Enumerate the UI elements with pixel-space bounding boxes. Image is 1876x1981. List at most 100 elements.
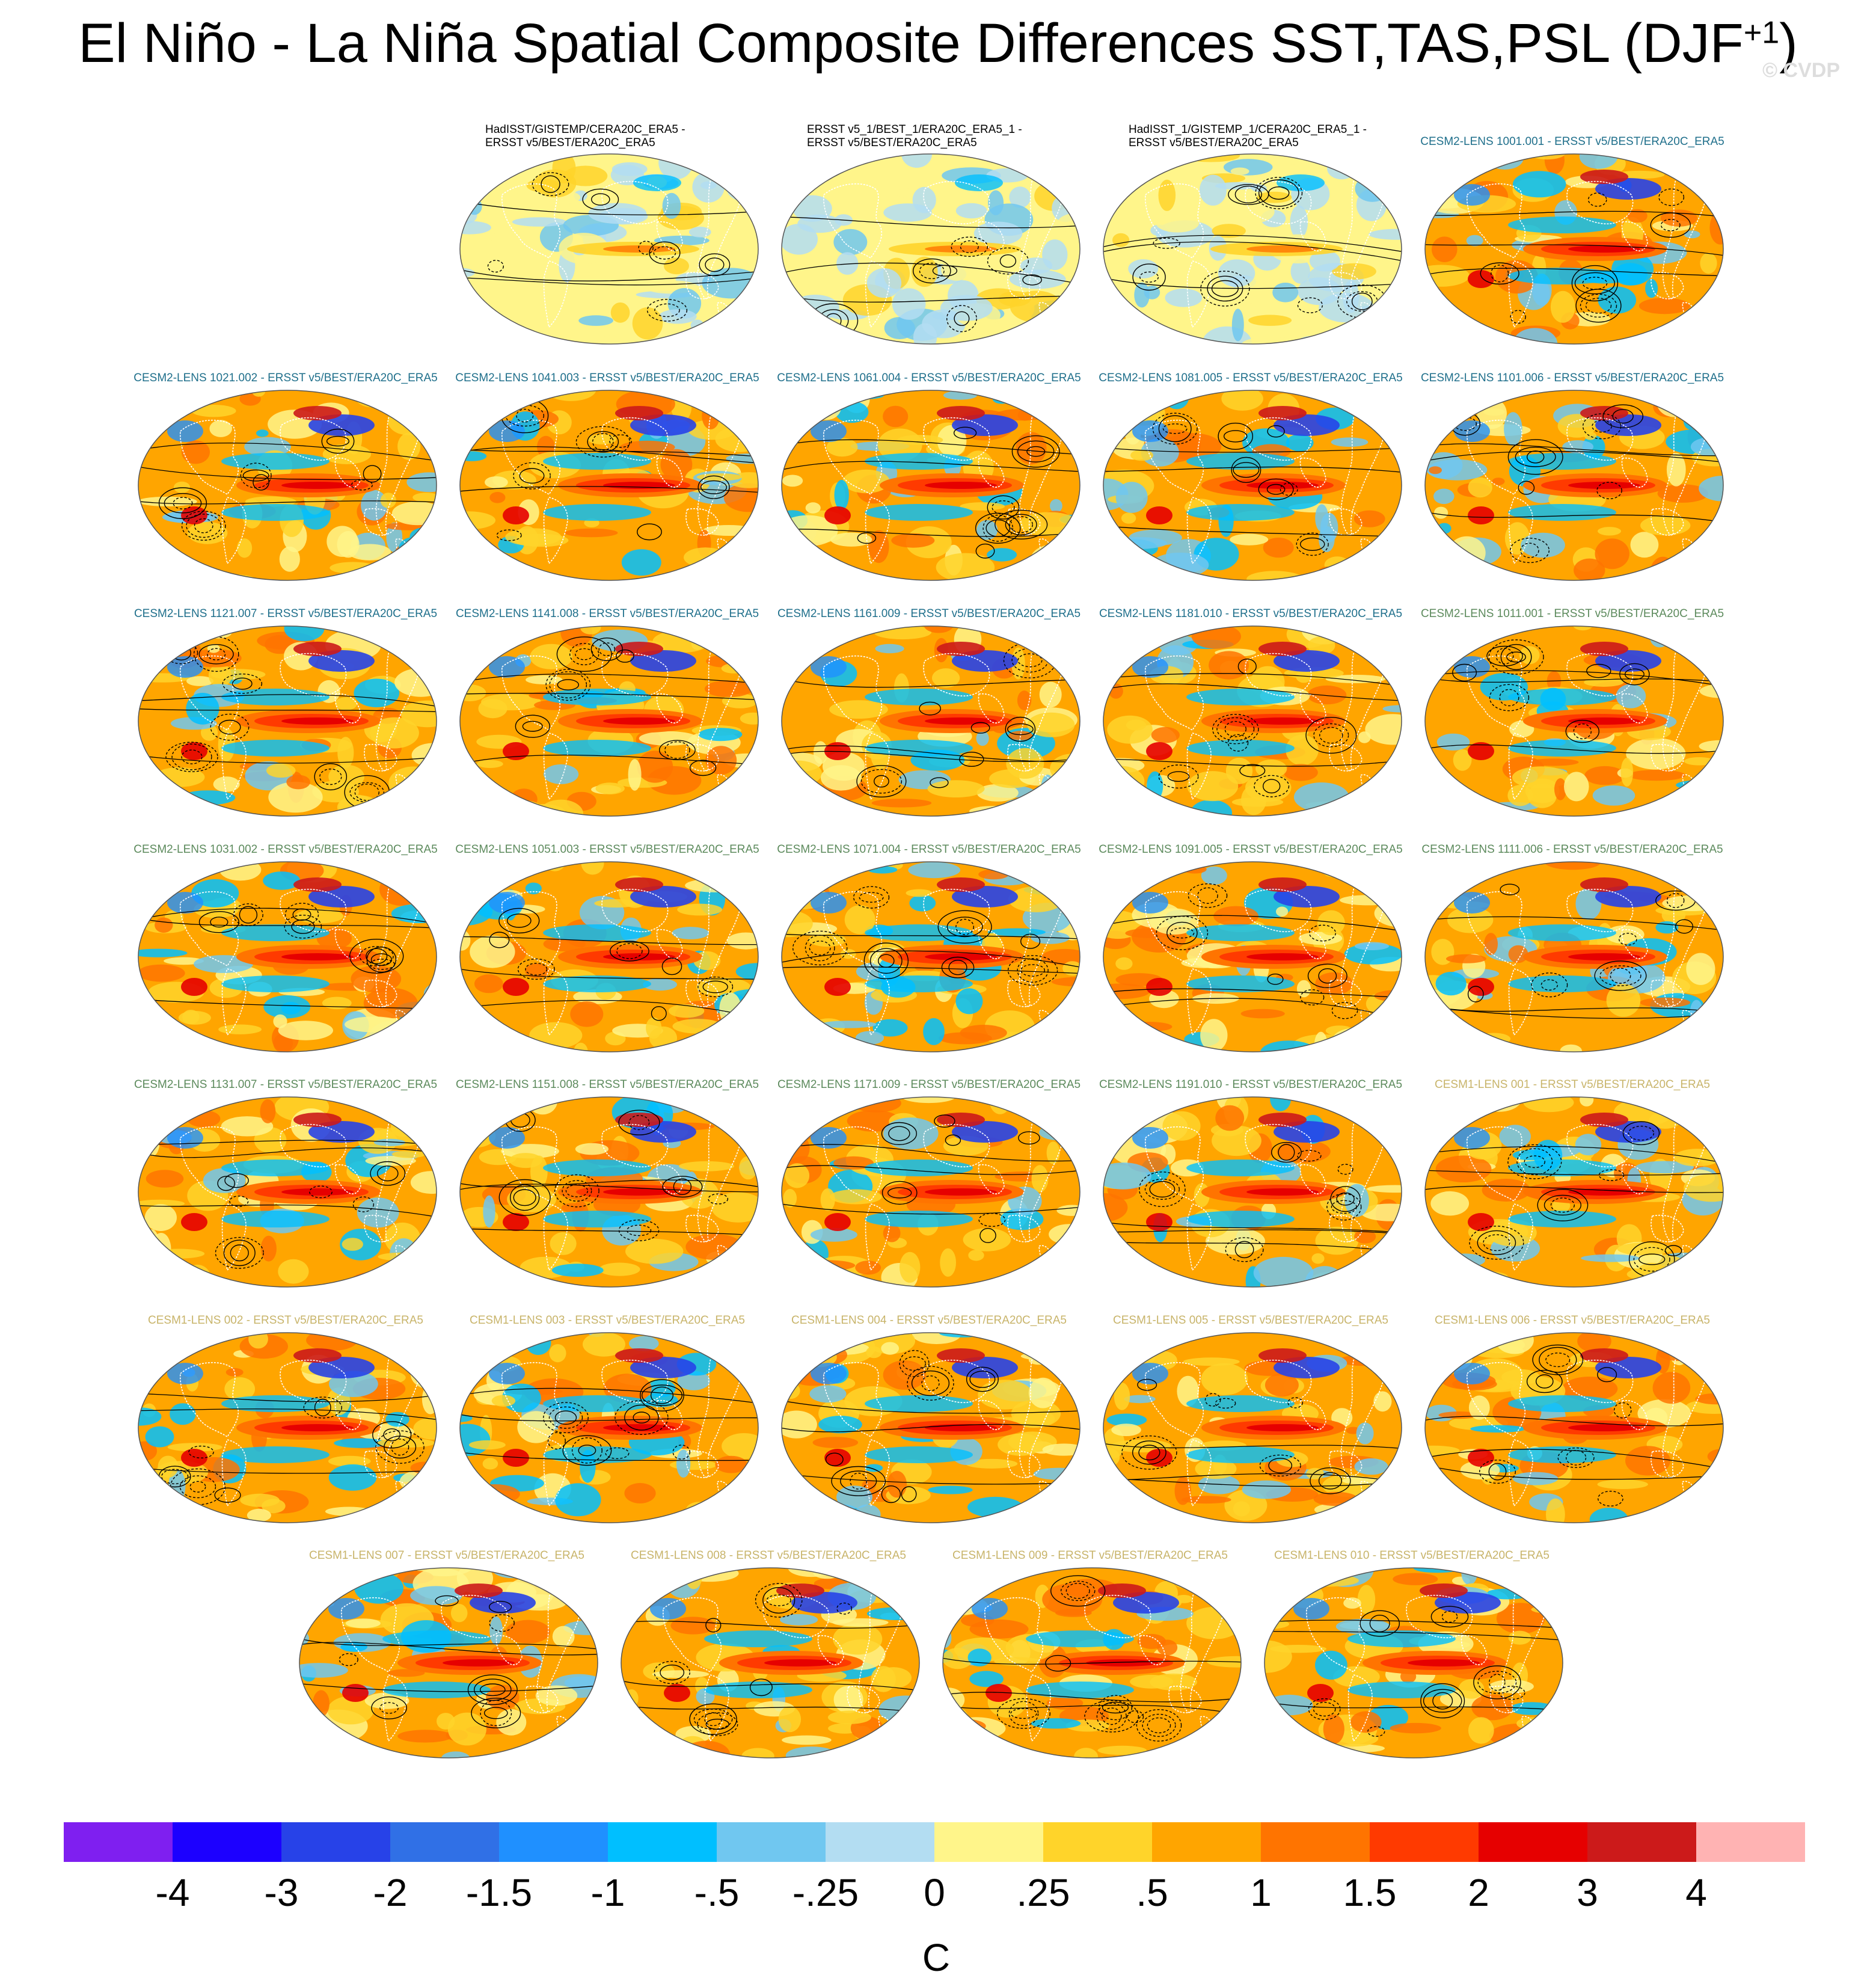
panel-label: CESM2-LENS 1001.001 - ERSST v5/BEST/ERA2… xyxy=(1413,135,1732,149)
panel-label-line: CESM1-LENS 001 - ERSST v5/BEST/ERA20C_ER… xyxy=(1435,1078,1710,1091)
panel-label: CESM1-LENS 006 - ERSST v5/BEST/ERA20C_ER… xyxy=(1413,1314,1732,1327)
world-map xyxy=(781,153,1081,345)
map-panel: CESM1-LENS 005 - ERSST v5/BEST/ERA20C_ER… xyxy=(1091,1302,1410,1523)
panel-label-line: CESM2-LENS 1051.003 - ERSST v5/BEST/ERA2… xyxy=(455,843,759,856)
colorbar-swatch xyxy=(1479,1822,1588,1862)
colorbar-tick-label: 4 xyxy=(1685,1871,1707,1914)
colorbar-tick-label: 1.5 xyxy=(1343,1871,1397,1914)
world-map xyxy=(621,1567,920,1758)
world-map xyxy=(1103,153,1402,345)
world-map xyxy=(1264,1567,1563,1758)
panel-label: CESM1-LENS 001 - ERSST v5/BEST/ERA20C_ER… xyxy=(1413,1078,1732,1092)
panel-label-line: ERSST v5/BEST/ERA20C_ERA5 xyxy=(485,137,655,149)
colorbar-swatch xyxy=(717,1822,826,1862)
world-map xyxy=(1103,390,1402,581)
title-close: ) xyxy=(1779,13,1798,74)
map-panel: CESM2-LENS 1021.002 - ERSST v5/BEST/ERA2… xyxy=(126,360,445,581)
map-panel: HadISST/GISTEMP/CERA20C_ERA5 - ERSST v5/B… xyxy=(448,123,767,345)
map-panel: ERSST v5_1/BEST_1/ERA20C_ERA5_1 - ERSST v… xyxy=(770,123,1088,345)
title-text: El Niño - La Niña Spatial Composite Diff… xyxy=(78,13,1744,74)
world-map xyxy=(1424,390,1724,581)
colorbar-tick-label: -1.5 xyxy=(465,1871,533,1914)
panel-label-line: ERSST v5_1/BEST_1/ERA20C_ERA5_1 - xyxy=(807,123,1022,136)
panel-label: CESM2-LENS 1051.003 - ERSST v5/BEST/ERA2… xyxy=(448,843,767,856)
colorbar-tick-label: -2 xyxy=(373,1871,408,1914)
panel-label: CESM2-LENS 1021.002 - ERSST v5/BEST/ERA2… xyxy=(126,372,445,385)
panel-label: CESM1-LENS 003 - ERSST v5/BEST/ERA20C_ER… xyxy=(448,1314,767,1327)
world-map xyxy=(781,861,1081,1052)
panel-label-line: CESM2-LENS 1061.004 - ERSST v5/BEST/ERA2… xyxy=(777,372,1081,384)
map-panel: CESM2-LENS 1001.001 - ERSST v5/BEST/ERA2… xyxy=(1413,123,1732,345)
panel-label: CESM1-LENS 010 - ERSST v5/BEST/ERA20C_ER… xyxy=(1252,1549,1571,1562)
world-map xyxy=(781,390,1081,581)
panel-label-line: CESM2-LENS 1141.008 - ERSST v5/BEST/ERA2… xyxy=(455,607,759,620)
world-map xyxy=(1424,153,1724,345)
colorbar-tick-label: -.25 xyxy=(792,1871,859,1914)
map-panel: CESM2-LENS 1031.002 - ERSST v5/BEST/ERA2… xyxy=(126,831,445,1052)
world-map xyxy=(138,1096,437,1288)
world-map xyxy=(1103,1096,1402,1288)
map-panel: CESM2-LENS 1191.010 - ERSST v5/BEST/ERA2… xyxy=(1091,1066,1410,1288)
panel-label: CESM2-LENS 1041.003 - ERSST v5/BEST/ERA2… xyxy=(448,372,767,385)
panel-label-line: HadISST_1/GISTEMP_1/CERA20C_ERA5_1 - xyxy=(1129,123,1367,136)
panel-label: CESM2-LENS 1151.008 - ERSST v5/BEST/ERA2… xyxy=(448,1078,767,1092)
map-panel: CESM2-LENS 1181.010 - ERSST v5/BEST/ERA2… xyxy=(1091,595,1410,817)
panel-label-line: ERSST v5/BEST/ERA20C_ERA5 xyxy=(807,137,977,149)
world-map xyxy=(1424,861,1724,1052)
map-panel: CESM2-LENS 1061.004 - ERSST v5/BEST/ERA2… xyxy=(770,360,1088,581)
map-panel: CESM1-LENS 009 - ERSST v5/BEST/ERA20C_ER… xyxy=(931,1537,1249,1758)
map-panel: CESM2-LENS 1151.008 - ERSST v5/BEST/ERA2… xyxy=(448,1066,767,1288)
map-panel: CESM2-LENS 1091.005 - ERSST v5/BEST/ERA2… xyxy=(1091,831,1410,1052)
panel-label: CESM2-LENS 1111.006 - ERSST v5/BEST/ERA2… xyxy=(1413,843,1732,856)
panel-label: CESM2-LENS 1141.008 - ERSST v5/BEST/ERA2… xyxy=(448,607,767,621)
map-panel: HadISST_1/GISTEMP_1/CERA20C_ERA5_1 - ERSS… xyxy=(1091,123,1410,345)
world-map xyxy=(1424,1332,1724,1523)
colorbar xyxy=(64,1822,1805,1862)
map-panel: CESM2-LENS 1141.008 - ERSST v5/BEST/ERA2… xyxy=(448,595,767,817)
world-map xyxy=(1103,861,1402,1052)
panel-label-line: CESM1-LENS 008 - ERSST v5/BEST/ERA20C_ER… xyxy=(631,1549,906,1562)
colorbar-tick-label: -4 xyxy=(155,1871,190,1914)
world-map xyxy=(299,1567,598,1758)
cvdp-watermark: © CVDP xyxy=(1762,59,1840,82)
colorbar-tick-label: -3 xyxy=(264,1871,299,1914)
panel-label: CESM1-LENS 002 - ERSST v5/BEST/ERA20C_ER… xyxy=(126,1314,445,1327)
panel-label: CESM2-LENS 1191.010 - ERSST v5/BEST/ERA2… xyxy=(1091,1078,1410,1092)
panel-label: CESM2-LENS 1121.007 - ERSST v5/BEST/ERA2… xyxy=(126,607,445,621)
world-map xyxy=(781,625,1081,817)
colorbar-swatch xyxy=(64,1822,173,1862)
panel-label: CESM2-LENS 1061.004 - ERSST v5/BEST/ERA2… xyxy=(770,372,1088,385)
world-map xyxy=(1424,1096,1724,1288)
panel-label-line: CESM1-LENS 005 - ERSST v5/BEST/ERA20C_ER… xyxy=(1113,1314,1388,1327)
panel-label: CESM2-LENS 1071.004 - ERSST v5/BEST/ERA2… xyxy=(770,843,1088,856)
colorbar-swatch xyxy=(390,1822,500,1862)
panel-label: CESM2-LENS 1131.007 - ERSST v5/BEST/ERA2… xyxy=(126,1078,445,1092)
map-panel: CESM2-LENS 1121.007 - ERSST v5/BEST/ERA2… xyxy=(126,595,445,817)
panel-label-line: CESM2-LENS 1181.010 - ERSST v5/BEST/ERA2… xyxy=(1099,607,1403,620)
map-panel: CESM1-LENS 006 - ERSST v5/BEST/ERA20C_ER… xyxy=(1413,1302,1732,1523)
panel-label-line: CESM2-LENS 1161.009 - ERSST v5/BEST/ERA2… xyxy=(777,607,1081,620)
panel-label-line: CESM1-LENS 009 - ERSST v5/BEST/ERA20C_ER… xyxy=(952,1549,1228,1562)
colorbar-tick-label: 2 xyxy=(1468,1871,1489,1914)
colorbar-swatch xyxy=(281,1822,391,1862)
world-map xyxy=(459,1096,759,1288)
world-map xyxy=(1424,625,1724,817)
map-panel: CESM1-LENS 003 - ERSST v5/BEST/ERA20C_ER… xyxy=(448,1302,767,1523)
map-panel: CESM2-LENS 1171.009 - ERSST v5/BEST/ERA2… xyxy=(770,1066,1088,1288)
panel-label: CESM2-LENS 1091.005 - ERSST v5/BEST/ERA2… xyxy=(1091,843,1410,856)
world-map xyxy=(459,1332,759,1523)
colorbar-swatch xyxy=(826,1822,935,1862)
colorbar-tick-label: 1 xyxy=(1250,1871,1272,1914)
panel-label: CESM2-LENS 1011.001 - ERSST v5/BEST/ERA2… xyxy=(1413,607,1732,621)
colorbar-swatch xyxy=(1043,1822,1153,1862)
panel-label-line: CESM2-LENS 1101.006 - ERSST v5/BEST/ERA2… xyxy=(1420,372,1724,384)
panel-label-line: CESM2-LENS 1151.008 - ERSST v5/BEST/ERA2… xyxy=(455,1078,759,1091)
colorbar-swatch xyxy=(173,1822,282,1862)
colorbar-tick-label: .5 xyxy=(1136,1871,1168,1914)
world-map xyxy=(138,390,437,581)
title-superscript: +1 xyxy=(1743,15,1780,51)
world-map xyxy=(942,1567,1242,1758)
map-panel: CESM2-LENS 1111.006 - ERSST v5/BEST/ERA2… xyxy=(1413,831,1732,1052)
panel-label-line: ERSST v5/BEST/ERA20C_ERA5 xyxy=(1129,137,1299,149)
panel-label-line: CESM2-LENS 1041.003 - ERSST v5/BEST/ERA2… xyxy=(455,372,759,384)
